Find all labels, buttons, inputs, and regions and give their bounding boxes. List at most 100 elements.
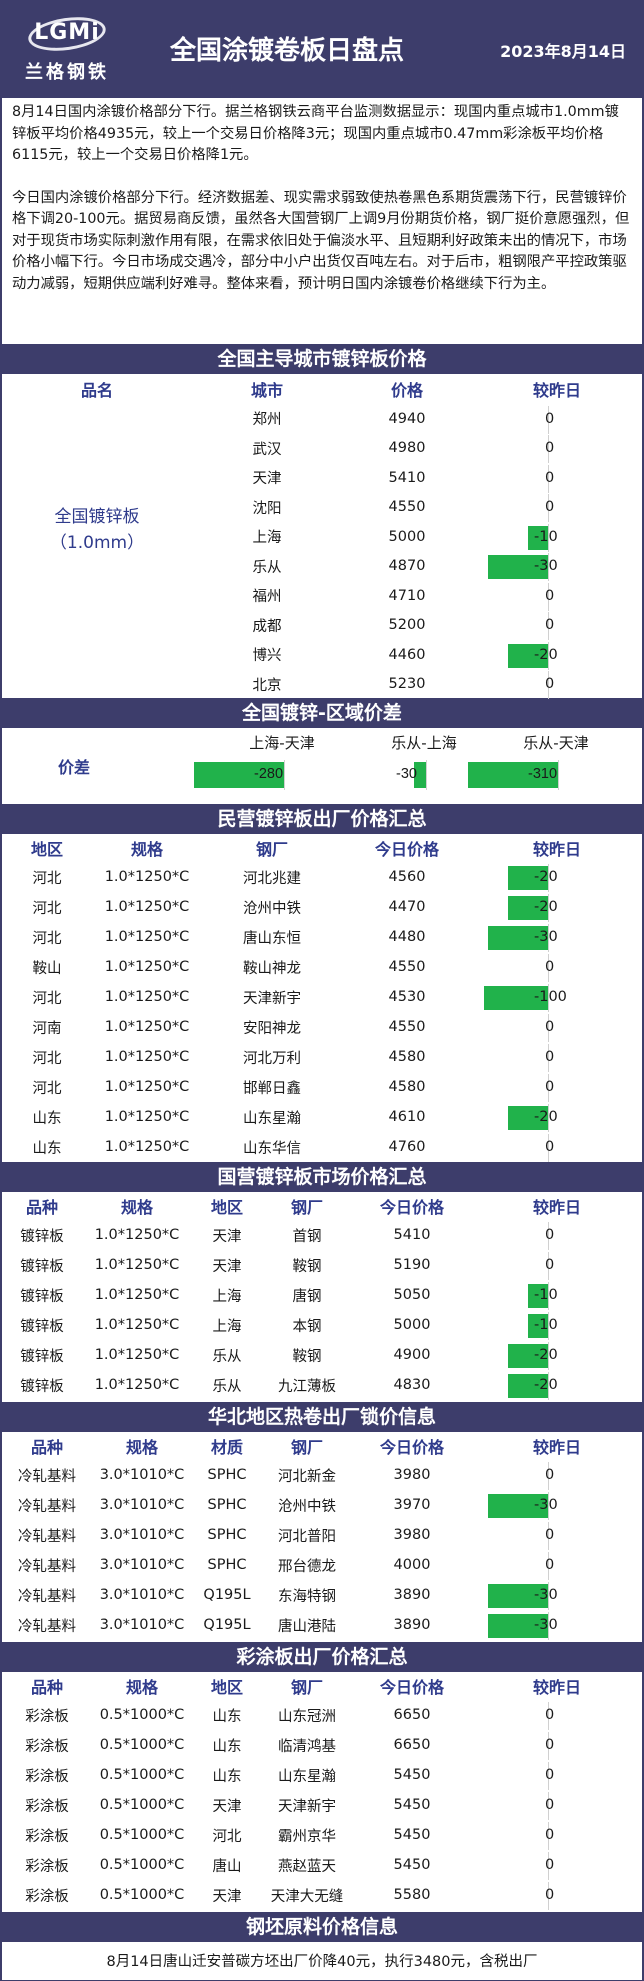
change-cell: 0 xyxy=(472,1220,642,1250)
change-axis xyxy=(548,612,549,641)
kind-name: 彩涂板 xyxy=(25,1738,69,1755)
spread-axis xyxy=(426,760,427,790)
price-value: 4550 xyxy=(388,959,426,975)
change-value: 0 xyxy=(545,959,555,975)
change-value: 0 xyxy=(545,617,555,634)
logo-chinese-name: 兰格钢铁 xyxy=(25,62,109,83)
spec-value: 0.5*1000*C xyxy=(99,1797,185,1813)
region-name: 河南 xyxy=(32,1020,62,1037)
change-cell: -100 xyxy=(472,982,642,1012)
mill-name: 沧州中铁 xyxy=(243,900,301,917)
table-row: 彩涂板 0.5*1000*C 唐山 燕赵蓝天 5450 0 xyxy=(2,1850,642,1880)
table-row: 山东 1.0*1250*C 山东华信 4760 0 xyxy=(2,1132,642,1162)
price-value: 5450 xyxy=(393,1827,431,1843)
region-name: 山东 xyxy=(32,1140,62,1157)
region-name: 河北 xyxy=(32,1050,62,1067)
region-name: 天津 xyxy=(212,1258,242,1275)
mill-name: 河北兆建 xyxy=(243,870,301,887)
change-cell: -10 xyxy=(472,1310,642,1340)
change-cell: 0 xyxy=(472,404,642,434)
spread-bar xyxy=(194,762,284,788)
kind-name: 镀锌板 xyxy=(20,1288,64,1305)
table-row: 彩涂板 0.5*1000*C 天津 天津大无缝 5580 0 xyxy=(2,1880,642,1910)
table-row: 河北 1.0*1250*C 唐山东恒 4480 -30 xyxy=(2,922,642,952)
spread-axis xyxy=(558,760,559,790)
table-row: 冷轧基料 3.0*1010*C SPHC 河北新金 3980 0 xyxy=(2,1460,642,1490)
kind-name: 冷轧基料 xyxy=(18,1588,76,1605)
spec-value: 1.0*1250*C xyxy=(104,1139,190,1155)
change-axis xyxy=(548,1074,549,1102)
header-change: 较昨日 xyxy=(532,1678,581,1697)
price-value: 5450 xyxy=(393,1857,431,1873)
price-value: 5000 xyxy=(393,1317,431,1333)
mill-name: 河北新金 xyxy=(278,1468,336,1485)
mill-name: 天津新宇 xyxy=(278,1798,336,1815)
table-row: 冷轧基料 3.0*1010*C SPHC 沧州中铁 3970 -30 xyxy=(2,1490,642,1520)
table-row: 河北 1.0*1250*C 邯郸日鑫 4580 0 xyxy=(2,1072,642,1102)
header-spec: 规格 xyxy=(120,1198,153,1217)
mill-name: 山东星瀚 xyxy=(278,1768,336,1785)
billet-price-note: 8月14日唐山迁安普碳方坯出厂价降40元，执行3480元，含税出厂 xyxy=(0,1942,644,1981)
header-change: 较昨日 xyxy=(532,840,581,859)
mill-name: 本钢 xyxy=(292,1318,322,1335)
region-name: 河北 xyxy=(32,930,62,947)
table-row: 武汉 4980 0 xyxy=(2,434,642,464)
city-name: 沈阳 xyxy=(252,500,282,517)
private-mill-price-table: 地区 规格 钢厂 今日价格 较昨日 河北 1.0*1250*C 河北兆建 4560 -2… xyxy=(0,834,644,1162)
price-value: 6650 xyxy=(393,1737,431,1753)
price-value: 3980 xyxy=(393,1527,431,1543)
region-name: 乐从 xyxy=(212,1378,242,1395)
header-price: 今日价格 xyxy=(374,840,439,859)
spec-value: 3.0*1010*C xyxy=(99,1557,185,1573)
kind-name: 冷轧基料 xyxy=(18,1468,76,1485)
region-name: 唐山 xyxy=(212,1858,242,1875)
header-spec: 规格 xyxy=(130,840,163,859)
change-cell: 0 xyxy=(472,1730,642,1760)
spec-value: 1.0*1250*C xyxy=(104,959,190,975)
table-row: 彩涂板 0.5*1000*C 山东 山东冠洲 6650 0 xyxy=(2,1700,642,1730)
change-value: -20 xyxy=(534,869,558,885)
mill-name: 邢台德龙 xyxy=(278,1558,336,1575)
change-axis xyxy=(548,1702,549,1730)
change-cell: -20 xyxy=(472,1340,642,1370)
change-cell: -30 xyxy=(472,1490,642,1520)
change-axis xyxy=(548,1342,549,1370)
change-bar xyxy=(488,1584,548,1608)
mill-name: 安阳神龙 xyxy=(243,1020,301,1037)
region-name: 鞍山 xyxy=(32,960,62,977)
change-value: 0 xyxy=(545,1827,555,1843)
spec-value: 1.0*1250*C xyxy=(94,1227,180,1243)
kind-name: 镀锌板 xyxy=(20,1228,64,1245)
change-bar xyxy=(484,986,548,1010)
mill-name: 燕赵蓝天 xyxy=(278,1858,336,1875)
price-value: 4480 xyxy=(388,929,426,945)
price-value: 5450 xyxy=(393,1767,431,1783)
change-value: 0 xyxy=(545,1139,555,1155)
kind-name: 镀锌板 xyxy=(20,1348,64,1365)
section-title-state-mill-prices: 国营镀锌板市场价格汇总 xyxy=(0,1162,644,1192)
change-axis xyxy=(548,553,549,582)
spec-value: 1.0*1250*C xyxy=(104,1019,190,1035)
section-title-galvanized-city-prices: 全国主导城市镀锌板价格 xyxy=(0,344,644,374)
change-value: -30 xyxy=(534,558,558,575)
change-axis xyxy=(548,1134,549,1162)
header-change: 较昨日 xyxy=(532,1198,581,1217)
lange-logo: LGMi 兰格钢铁 xyxy=(22,12,112,84)
change-axis xyxy=(548,1882,549,1910)
spec-value: 0.5*1000*C xyxy=(99,1707,185,1723)
price-value: 5190 xyxy=(393,1257,431,1273)
logo-mark: LGMi xyxy=(26,12,108,56)
change-axis xyxy=(548,1732,549,1760)
change-value: 0 xyxy=(545,410,555,427)
price-value: 5450 xyxy=(393,1797,431,1813)
change-axis xyxy=(548,1792,549,1820)
header-mill: 钢厂 xyxy=(290,1198,323,1217)
price-value: 5410 xyxy=(388,469,426,486)
change-value: -10 xyxy=(534,1287,558,1303)
change-axis xyxy=(548,582,549,611)
region-name: 河北 xyxy=(212,1828,242,1845)
header-mill: 钢厂 xyxy=(290,1678,323,1697)
change-value: -20 xyxy=(534,646,558,663)
change-axis xyxy=(548,1762,549,1790)
